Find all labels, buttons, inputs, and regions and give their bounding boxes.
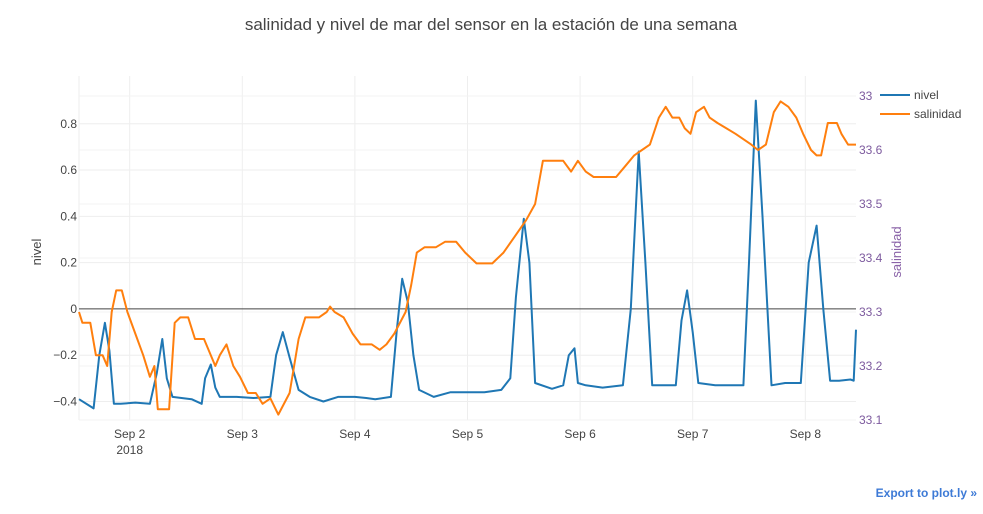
x-tick-label: Sep 7 bbox=[677, 427, 709, 441]
y-tick-label: 0 bbox=[70, 302, 77, 316]
x-axis-ticks: Sep 2 2018 Sep 3 Sep 4 Sep 5 Sep 6 Sep 7 Sep 8 bbox=[114, 427, 821, 457]
export-to-plotly-link[interactable]: Export to plot.ly » bbox=[875, 486, 977, 500]
legend-label-nivel[interactable]: nivel bbox=[914, 88, 939, 102]
x-tick-label: Sep 4 bbox=[339, 427, 371, 441]
y-tick-label: −0.4 bbox=[53, 394, 77, 408]
y2-axis-title: salinidad bbox=[889, 226, 904, 277]
x-tick-label: Sep 6 bbox=[564, 427, 596, 441]
x-tick-label: Sep 2 bbox=[114, 427, 146, 441]
y2-tick-label: 33.2 bbox=[859, 359, 883, 373]
legend[interactable]: nivel salinidad bbox=[880, 88, 961, 121]
y-tick-label: 0.8 bbox=[60, 117, 77, 131]
y-axis-ticks: −0.4 −0.2 0 0.2 0.4 0.6 0.8 bbox=[53, 117, 77, 409]
x-tick-sublabel: 2018 bbox=[116, 443, 143, 457]
series-line-nivel bbox=[78, 99, 857, 410]
series-lines bbox=[78, 99, 857, 416]
y2-tick-label: 33.4 bbox=[859, 251, 883, 265]
y2-tick-label: 33.6 bbox=[859, 143, 883, 157]
y-tick-label: 0.2 bbox=[60, 256, 77, 270]
y2-tick-label: 33.3 bbox=[859, 305, 883, 319]
y-axis-title: nivel bbox=[29, 239, 44, 266]
grid bbox=[79, 76, 856, 421]
y2-tick-label: 33 bbox=[859, 89, 873, 103]
series-line-salinidad bbox=[78, 100, 856, 416]
x-tick-label: Sep 3 bbox=[227, 427, 259, 441]
y-tick-label: 0.4 bbox=[60, 209, 77, 223]
y-tick-label: −0.2 bbox=[53, 348, 77, 362]
y2-axis-ticks: 33.1 33.2 33.3 33.4 33.5 33.6 33 bbox=[859, 89, 883, 427]
y2-tick-label: 33.5 bbox=[859, 197, 883, 211]
legend-label-salinidad[interactable]: salinidad bbox=[914, 107, 961, 121]
x-tick-label: Sep 8 bbox=[790, 427, 822, 441]
x-tick-label: Sep 5 bbox=[452, 427, 484, 441]
chart-title: salinidad y nivel de mar del sensor en l… bbox=[245, 15, 738, 34]
y-tick-label: 0.6 bbox=[60, 163, 77, 177]
y2-tick-label: 33.1 bbox=[859, 413, 883, 427]
